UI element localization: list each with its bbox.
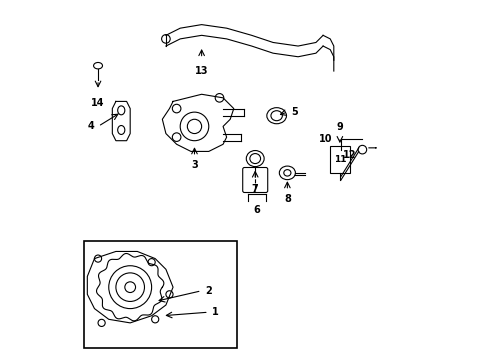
Text: 14: 14 <box>91 98 104 108</box>
Text: 3: 3 <box>191 160 198 170</box>
Text: 10: 10 <box>318 134 331 144</box>
Text: 13: 13 <box>195 66 208 76</box>
Text: 1: 1 <box>212 307 219 317</box>
Text: 6: 6 <box>253 205 260 215</box>
Text: 2: 2 <box>205 286 211 296</box>
Bar <box>83 241 237 348</box>
Text: 5: 5 <box>290 107 297 117</box>
Text: 8: 8 <box>284 194 290 204</box>
Text: 7: 7 <box>251 184 258 194</box>
Text: 9: 9 <box>336 122 343 132</box>
Text: 4: 4 <box>87 121 94 131</box>
Bar <box>329 146 349 173</box>
Text: 11: 11 <box>333 155 346 164</box>
Text: 12: 12 <box>342 150 355 160</box>
